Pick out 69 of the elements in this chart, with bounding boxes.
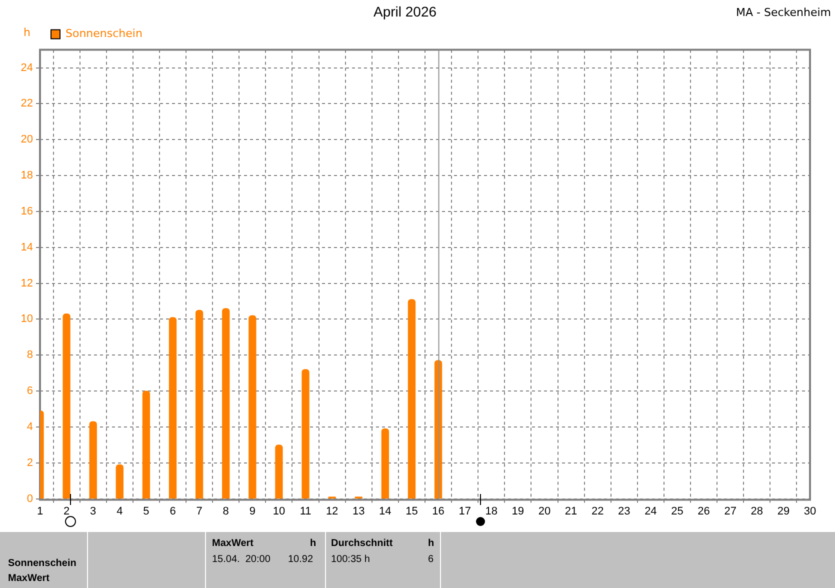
y-tick-label: 10 xyxy=(20,313,33,326)
text: MaxWert xyxy=(8,573,50,584)
y-tick-label: 8 xyxy=(26,349,33,362)
bar xyxy=(248,315,256,499)
y-tick-label: 14 xyxy=(20,241,33,254)
text: Sonnenschein xyxy=(8,558,76,569)
x-tick-label: 14 xyxy=(379,505,392,518)
bar xyxy=(116,464,124,499)
x-tick-label: 16 xyxy=(432,505,444,518)
x-tick-label: 29 xyxy=(777,505,790,518)
x-tick-label: 15 xyxy=(406,505,418,518)
text: h xyxy=(310,538,316,549)
bar xyxy=(62,313,70,499)
x-tick-label: 2 xyxy=(63,505,70,518)
y-tick-label: 22 xyxy=(20,98,33,110)
x-tick-label: 21 xyxy=(564,505,578,518)
bar xyxy=(222,308,230,499)
y-axis-title: h xyxy=(24,26,31,39)
bar xyxy=(381,428,390,499)
text: MaxWert xyxy=(212,538,254,549)
x-tick-label: 23 xyxy=(618,505,630,518)
y-tick-label: 18 xyxy=(20,170,33,182)
text: 100:35 h xyxy=(331,554,370,565)
y-tick-label: 0 xyxy=(26,492,33,505)
x-tick-label: 5 xyxy=(143,505,150,518)
bar xyxy=(195,310,204,499)
y-tick-label: 24 xyxy=(20,62,33,74)
x-tick-label: 19 xyxy=(512,505,524,518)
x-tick-label: 28 xyxy=(750,505,764,518)
y-tick-label: 12 xyxy=(20,277,33,290)
x-tick-label: 7 xyxy=(196,505,202,518)
x-tick-label: 1 xyxy=(36,505,44,518)
bar xyxy=(302,369,310,499)
x-tick-label: 6 xyxy=(170,505,176,518)
text: 6 xyxy=(428,554,434,565)
text: 10.92 xyxy=(288,554,314,565)
bar xyxy=(408,299,416,499)
x-tick-label: 9 xyxy=(249,505,256,518)
y-tick-label: 6 xyxy=(26,385,33,398)
x-tick-label: 26 xyxy=(698,505,710,518)
chart-title: April 2026 xyxy=(373,3,437,20)
legend-label: Sonnenschein xyxy=(66,27,142,40)
y-tick-label: 16 xyxy=(20,205,33,218)
x-tick-label: 30 xyxy=(804,505,816,518)
x-tick-label: 12 xyxy=(326,505,338,518)
x-tick-label: 3 xyxy=(90,505,96,518)
x-tick-label: 13 xyxy=(352,505,365,518)
bar xyxy=(275,444,283,499)
x-tick-label: 18 xyxy=(485,505,498,518)
x-tick-label: 27 xyxy=(724,505,736,518)
x-tick-label: 20 xyxy=(538,505,551,518)
x-tick-label: 24 xyxy=(644,505,657,518)
x-tick-label: 8 xyxy=(222,505,229,518)
x-tick-label: 11 xyxy=(300,505,312,518)
text: h xyxy=(428,538,434,549)
bar xyxy=(142,390,150,499)
x-tick-label: 25 xyxy=(671,505,684,518)
y-tick-label: 4 xyxy=(26,420,33,433)
text: Durchschnitt xyxy=(331,538,393,549)
x-tick-label: 22 xyxy=(591,505,604,518)
text: MA - Seckenheim xyxy=(736,6,831,19)
text: 15.04. 20:00 xyxy=(212,554,270,565)
y-tick-label: 2 xyxy=(26,456,33,469)
y-tick-label: 20 xyxy=(20,134,33,146)
x-tick-label: 17 xyxy=(458,505,471,518)
bar xyxy=(168,317,177,499)
bar xyxy=(89,421,97,499)
x-tick-label: 10 xyxy=(272,505,286,518)
x-tick-label: 4 xyxy=(116,505,123,518)
